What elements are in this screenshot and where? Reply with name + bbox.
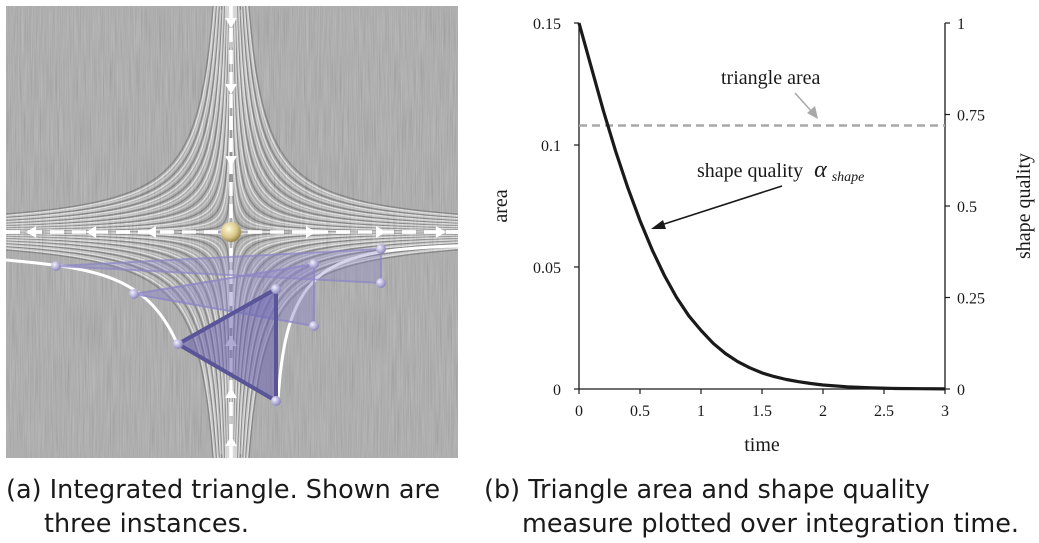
triangle-vertices (51, 244, 386, 406)
x-tick-label: 0.5 (630, 403, 650, 420)
triangle-area-arrow (794, 92, 814, 114)
triangle-instance-3 (173, 285, 278, 405)
y2-tick-label: 0.25 (957, 291, 985, 308)
alpha-subscript: shape (832, 170, 865, 185)
y-tick-label: 0.15 (533, 16, 561, 33)
triangle-instance-1 (55, 247, 382, 285)
y-tick-label: 0.05 (533, 260, 561, 277)
x-tick-label: 1 (697, 403, 705, 420)
caption-a-label: (a) (6, 475, 42, 505)
alpha-symbol: α (814, 157, 827, 183)
caption-a: (a) Integrated triangle. Shown are three… (6, 473, 440, 541)
vertex-trajectory-left (6, 258, 178, 342)
shape-quality-curve (577, 22, 946, 391)
x-tick-label: 2.5 (874, 403, 894, 420)
caption-b-label: (b) (484, 475, 521, 505)
shape-quality-text: shape quality (697, 160, 803, 182)
flow-field-image (6, 6, 458, 458)
y2-tick-label: 0.5 (957, 199, 977, 216)
x-tick-label: 0 (575, 403, 583, 420)
x-tick-label: 3 (941, 403, 949, 420)
y2-axis-label: shape quality (1013, 153, 1035, 259)
x-tick-label: 2 (819, 403, 827, 420)
y-axis-label: area (490, 189, 512, 222)
y2-tick-label: 1 (957, 16, 965, 33)
shape-quality-arrowhead (651, 220, 666, 229)
x-tick-label: 1.5 (752, 403, 772, 420)
y2-tick-label: 0.75 (957, 108, 985, 125)
caption-a-line2: three instances. (44, 509, 249, 539)
x-axis-label: time (744, 434, 780, 456)
y-tick-label: 0 (553, 382, 561, 399)
caption-a-line1: Integrated triangle. Shown are (49, 475, 441, 505)
critical-point-sphere (221, 222, 241, 242)
series-layer (577, 22, 946, 391)
y-tick-label: 0.1 (541, 138, 561, 155)
vertex-trajectory-right (276, 244, 458, 402)
y2-tick-label: 0 (957, 382, 965, 399)
shape-quality-annotation: shape quality α shape (697, 157, 864, 185)
triangle-area-annotation: triangle area (721, 67, 820, 89)
caption-b-line1: Triangle area and shape quality (528, 475, 930, 505)
shape-quality-arrow (657, 185, 783, 227)
caption-b: (b) Triangle area and shape quality meas… (484, 473, 1019, 541)
triangle-area-arrowhead (807, 106, 818, 119)
caption-b-line2: measure plotted over integration time. (522, 509, 1020, 539)
